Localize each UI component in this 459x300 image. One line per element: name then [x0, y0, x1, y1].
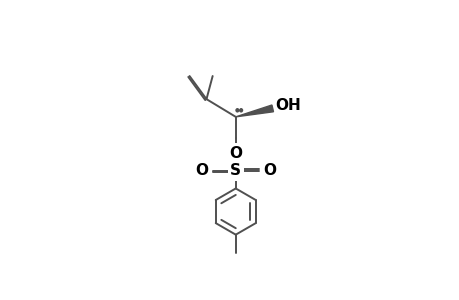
Polygon shape	[235, 105, 273, 117]
Text: O: O	[195, 163, 207, 178]
Text: OH: OH	[274, 98, 300, 113]
Text: O: O	[263, 163, 276, 178]
Text: ●●: ●●	[235, 107, 244, 112]
Text: S: S	[230, 163, 241, 178]
Text: O: O	[229, 146, 242, 160]
